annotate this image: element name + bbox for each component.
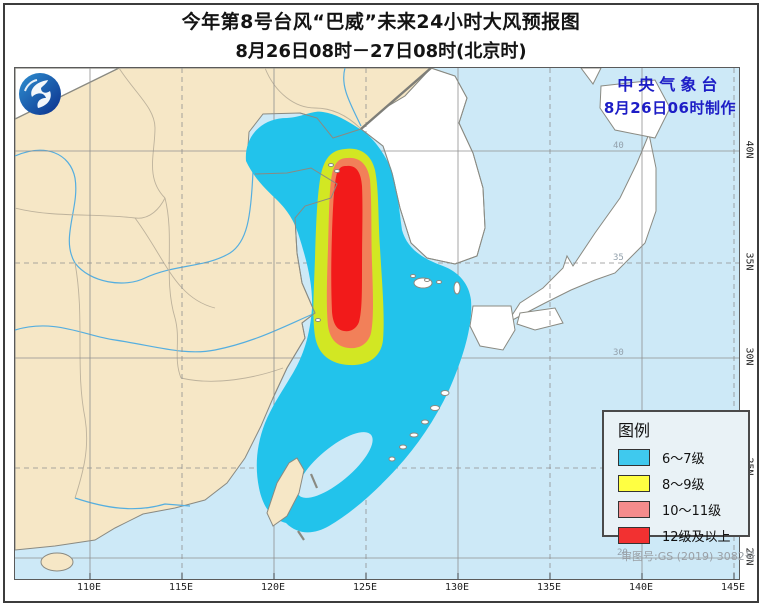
legend-label: 10～11级 bbox=[662, 504, 722, 519]
page-title: 今年第8号台风“巴威”未来24小时大风预报图 bbox=[181, 11, 581, 33]
legend-row: 10～11级 bbox=[618, 500, 748, 519]
svg-text:30: 30 bbox=[613, 348, 624, 358]
japan-shikoku bbox=[516, 307, 564, 331]
svg-text:40: 40 bbox=[613, 141, 624, 151]
legend-row: 12级及以上 bbox=[618, 526, 748, 545]
island-dashes bbox=[297, 473, 319, 541]
japan-kyushu bbox=[469, 305, 516, 351]
lon-label-120e: 120E bbox=[260, 582, 286, 593]
tsushima-island bbox=[453, 281, 461, 295]
legend-row: 8～9级 bbox=[618, 474, 748, 493]
svg-text:20: 20 bbox=[617, 548, 628, 558]
wind-hole bbox=[297, 432, 373, 498]
coastline-overlay bbox=[254, 68, 486, 399]
map-canvas: 40 35 30 20 bbox=[15, 68, 739, 579]
legend-swatch-12-up bbox=[618, 527, 650, 544]
lat-label-35n: 35N bbox=[743, 252, 755, 271]
rivers bbox=[15, 68, 362, 510]
legend-label: 12级及以上 bbox=[662, 530, 731, 545]
lon-label-135e: 135E bbox=[536, 582, 562, 593]
ryukyu-islands bbox=[315, 163, 450, 462]
publisher-date: 8月26日06时制作 bbox=[603, 99, 736, 117]
lon-label-110e: 110E bbox=[76, 582, 102, 593]
lon-label-145e: 145E bbox=[720, 582, 746, 593]
lon-label-130e: 130E bbox=[444, 582, 470, 593]
sakhalin-sliver bbox=[580, 68, 602, 85]
lat-label-30n: 30N bbox=[743, 347, 755, 366]
legend-label: 8～9级 bbox=[662, 478, 705, 493]
taiwan-island bbox=[266, 457, 305, 527]
inline-graticule-labels: 40 35 30 20 bbox=[613, 141, 628, 558]
axis-ticks bbox=[89, 573, 735, 579]
svg-text:35: 35 bbox=[613, 253, 624, 263]
china-korea-border bbox=[360, 68, 432, 130]
lat-label-40n: 40N bbox=[743, 140, 755, 159]
hainan-island bbox=[40, 552, 74, 572]
japan-honshu bbox=[506, 132, 657, 324]
legend-swatch-6-7 bbox=[618, 449, 650, 466]
japan-hokkaido bbox=[599, 79, 671, 139]
legend-title: 图例 bbox=[618, 421, 651, 440]
publisher-block: 中央气象台 8月26日06时制作 bbox=[604, 71, 736, 118]
legend-row: 6～7级 bbox=[618, 448, 748, 467]
map-approval-note: 审图号:GS (2019) 3082号 bbox=[621, 550, 756, 563]
legend-swatch-8-9 bbox=[618, 475, 650, 492]
wind-12-up-area bbox=[331, 165, 363, 332]
publisher-name: 中央气象台 bbox=[617, 75, 723, 94]
lon-label-140e: 140E bbox=[628, 582, 654, 593]
cma-logo-icon bbox=[17, 71, 63, 117]
lon-label-125e: 125E bbox=[352, 582, 378, 593]
title-block: 今年第8号台风“巴威”未来24小时大风预报图 8月26日08时－27日08时(北… bbox=[0, 7, 762, 63]
legend-label: 6～7级 bbox=[662, 452, 705, 467]
legend: 图例 6～7级 8～9级 10～11级 12级及以上 bbox=[602, 410, 750, 545]
legend-swatch-10-11 bbox=[618, 501, 650, 518]
lon-label-115e: 115E bbox=[168, 582, 194, 593]
page-subtitle: 8月26日08时－27日08时(北京时) bbox=[235, 41, 527, 62]
